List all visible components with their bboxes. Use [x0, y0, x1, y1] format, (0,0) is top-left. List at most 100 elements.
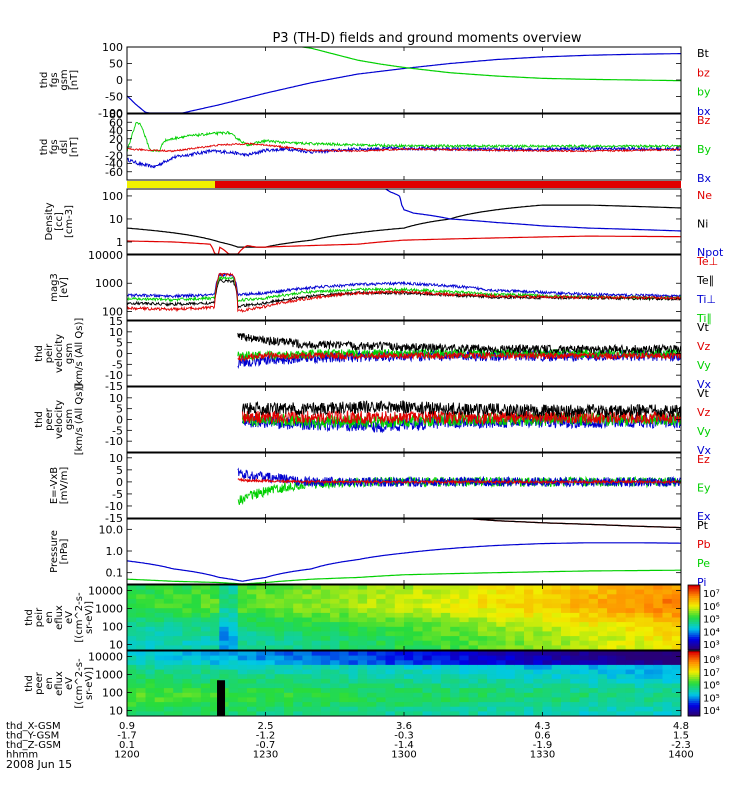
- heatmap-cell: [228, 612, 239, 619]
- heatmap-cell: [487, 683, 497, 689]
- heatmap-cell: [404, 640, 414, 646]
- heatmap-cell: [662, 608, 673, 614]
- heatmap-cell: [597, 702, 608, 708]
- heatmap-cell: [154, 655, 165, 661]
- heatmap-cell: [597, 664, 608, 671]
- heatmap-cell: [320, 636, 331, 642]
- heatmap-cell: [404, 692, 414, 698]
- heatmap-cell: [413, 683, 423, 689]
- heatmap-cell: [145, 631, 156, 637]
- y-axis-label: thd: [24, 675, 35, 692]
- colorbar-step: [688, 659, 700, 663]
- heatmap-cell: [385, 626, 396, 632]
- y-axis-label: eV: [64, 677, 75, 690]
- heatmap-cell: [404, 603, 414, 609]
- heatmap-cell: [561, 692, 571, 698]
- heatmap-cell: [237, 678, 248, 685]
- heatmap-cell: [265, 594, 276, 600]
- colorbar-step: [688, 613, 700, 616]
- y-axis-label: sr-eV)]: [84, 667, 95, 700]
- heatmap-cell: [339, 688, 350, 694]
- y-tick-label: 100: [102, 687, 123, 700]
- heatmap-cell: [440, 683, 451, 689]
- heatmap-cell: [404, 697, 414, 703]
- heatmap-cell: [228, 622, 239, 628]
- heatmap-cell: [431, 660, 442, 666]
- heatmap-cell: [551, 669, 562, 675]
- heatmap-cell: [671, 706, 681, 712]
- heatmap-cell: [505, 608, 516, 614]
- heatmap-cell: [671, 683, 681, 689]
- heatmap-cell: [145, 617, 156, 623]
- heatmap-cell: [588, 631, 599, 637]
- heatmap-cell: [228, 664, 239, 671]
- figure-title: P3 (TH-D) fields and ground moments over…: [272, 31, 581, 46]
- heatmap-cell: [607, 660, 617, 666]
- heatmap-cell: [376, 617, 387, 623]
- y-tick-label: 10: [109, 326, 123, 339]
- time-axis-tick-label: -0.7: [256, 740, 276, 751]
- heatmap-cell: [579, 711, 590, 716]
- heatmap-cell: [579, 594, 590, 600]
- heatmap-cell: [450, 697, 460, 703]
- heatmap-cell: [653, 617, 664, 623]
- heatmap-cell: [320, 589, 331, 595]
- heatmap-cell: [431, 631, 442, 637]
- heatmap-cell: [284, 617, 294, 623]
- heatmap-cell: [394, 706, 405, 712]
- heatmap-cell: [542, 585, 553, 591]
- heatmap-cell: [348, 678, 359, 685]
- heatmap-cell: [228, 598, 239, 605]
- heatmap-cell: [487, 692, 497, 698]
- legend-entry: bx: [697, 105, 711, 118]
- heatmap-cell: [339, 674, 350, 680]
- heatmap-cell: [136, 655, 146, 661]
- heatmap-cell: [385, 622, 396, 628]
- heatmap-cell: [339, 631, 350, 637]
- heatmap-cell: [671, 631, 681, 637]
- heatmap-cell: [228, 631, 239, 637]
- colorbar-step: [688, 606, 700, 610]
- heatmap-cell: [542, 678, 553, 685]
- heatmap-cell: [505, 603, 516, 609]
- heatmap-cell: [487, 636, 497, 642]
- heatmap-cell: [561, 585, 571, 591]
- heatmap-cell: [468, 683, 479, 689]
- heatmap-cell: [182, 617, 193, 623]
- heatmap-cell: [145, 608, 156, 614]
- heatmap-cell: [662, 674, 673, 680]
- heatmap-cell: [127, 697, 137, 703]
- heatmap-cell: [154, 636, 165, 642]
- legend-entry: Pe: [697, 557, 710, 570]
- heatmap-cell: [154, 678, 165, 685]
- heatmap-cell: [653, 645, 664, 650]
- heatmap-cell: [191, 636, 202, 642]
- heatmap-cell: [487, 589, 497, 595]
- heatmap-cell: [625, 598, 636, 605]
- heatmap-cell: [440, 655, 451, 661]
- heatmap-cell: [561, 688, 571, 694]
- heatmap-cell: [671, 617, 681, 623]
- y-tick-label: -40: [105, 158, 123, 171]
- heatmap-cell: [533, 622, 544, 628]
- heatmap-cell: [450, 651, 460, 657]
- heatmap-cell: [265, 678, 276, 685]
- heatmap-cell: [625, 636, 636, 642]
- heatmap-cell: [496, 585, 507, 591]
- heatmap-cell: [487, 660, 497, 666]
- heatmap-cell: [634, 683, 645, 689]
- heatmap-cell: [431, 622, 442, 628]
- heatmap-cell: [422, 706, 433, 712]
- heatmap-cell: [561, 655, 571, 661]
- heatmap-cell: [145, 594, 156, 600]
- heatmap-cell: [219, 631, 230, 637]
- heatmap-cell: [616, 594, 627, 600]
- heatmap-cell: [348, 585, 359, 591]
- heatmap-cell: [127, 617, 137, 623]
- heatmap-cell: [533, 603, 544, 609]
- heatmap-cell: [524, 622, 534, 628]
- heatmap-cell: [561, 664, 571, 671]
- heatmap-cell: [588, 711, 599, 716]
- legend-entry: Pb: [697, 538, 711, 551]
- heatmap-cell: [256, 674, 267, 680]
